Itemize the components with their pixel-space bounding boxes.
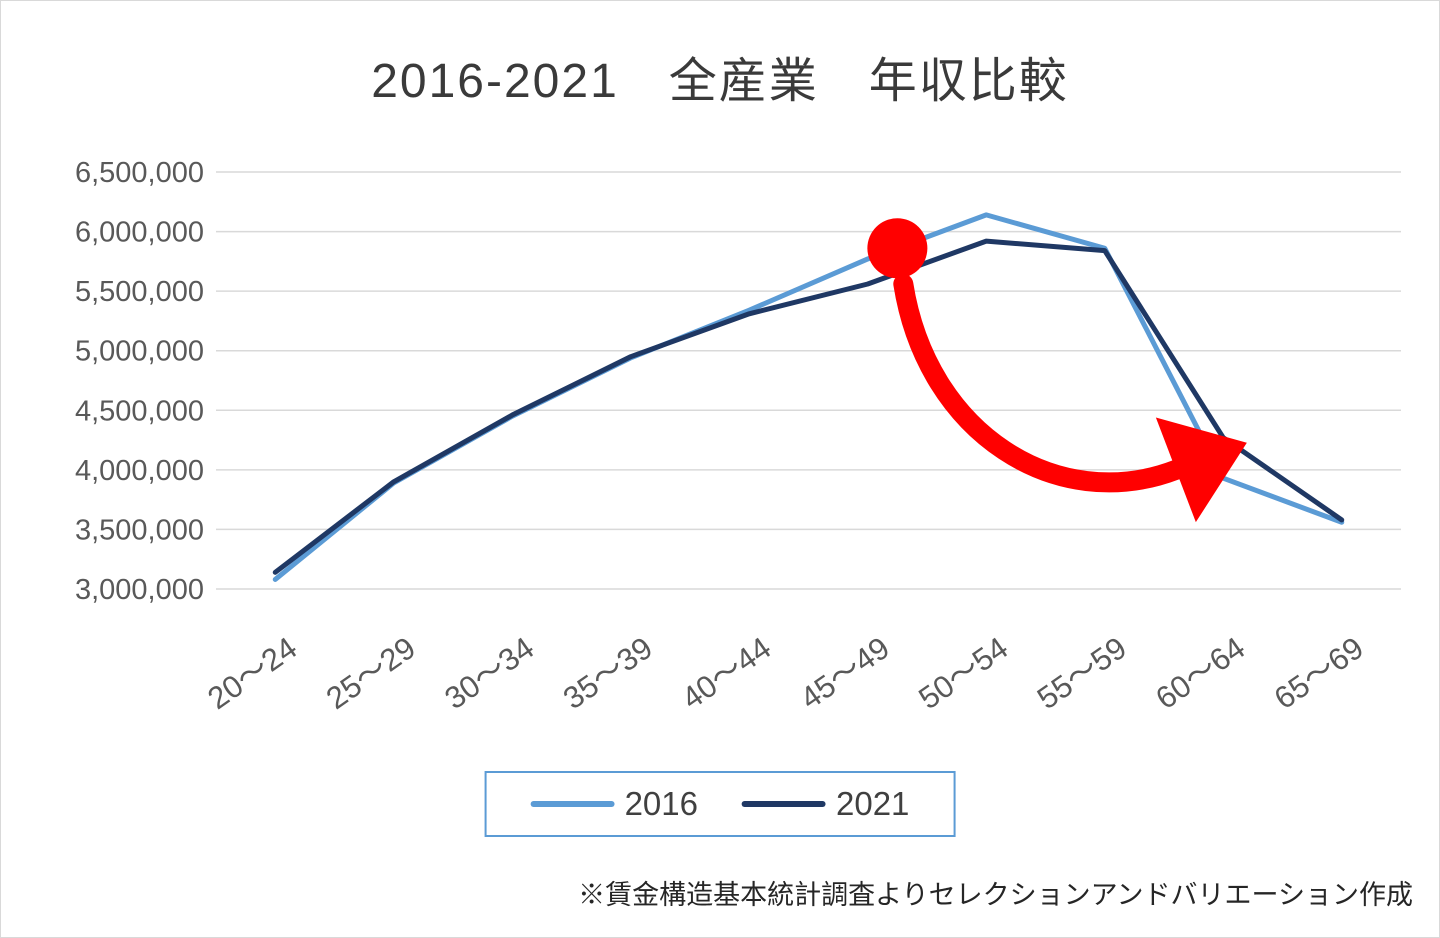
- series-line-2016: [272, 212, 1345, 582]
- legend-item-2021: 2021: [742, 785, 909, 823]
- x-axis-tick-label: 45～49: [794, 630, 896, 716]
- source-note: ※賃金構造基本統計調査よりセレクションアンドバリエーション作成: [578, 880, 1413, 910]
- x-axis-tick-label: 50～54: [912, 630, 1014, 716]
- x-axis-tick-label: 25～29: [320, 630, 422, 716]
- decline-arrow-annotation: [893, 273, 1186, 493]
- legend-label-2021: 2021: [836, 785, 910, 822]
- x-axis-tick-label: 40～44: [675, 630, 777, 716]
- chart-legend: 2016 2021: [484, 771, 956, 837]
- arrow-head-icon: [1155, 417, 1247, 523]
- y-axis-tick-label: 4,000,000: [75, 455, 204, 487]
- x-axis-tick-label: 30～34: [438, 630, 540, 716]
- legend-label-2016: 2016: [624, 785, 698, 822]
- line-chart: 6,500,000 6,000,000 5,500,000 5,000,000 4,50…: [75, 157, 1401, 716]
- x-axis-tick-label: 55～59: [1031, 630, 1133, 716]
- y-axis-tick-label: 4,500,000: [75, 395, 204, 427]
- legend-line-swatch-2016: [530, 801, 615, 807]
- chart-title: 2016-2021 全産業 年収比較: [371, 55, 1069, 108]
- legend-line-swatch-2021: [742, 801, 826, 807]
- legend-item-2016: 2016: [530, 785, 698, 823]
- y-axis-tick-label: 6,500,000: [75, 157, 204, 189]
- y-axis-tick-label: 3,000,000: [75, 574, 204, 606]
- highlight-circle-annotation: [867, 218, 928, 279]
- y-axis-tick-label: 6,000,000: [75, 217, 204, 249]
- x-axis-tick-label: 60～64: [1149, 630, 1251, 716]
- x-axis-tick-label: 20～24: [201, 630, 303, 716]
- x-axis-tick-label: 65～69: [1268, 630, 1370, 716]
- x-axis-tick-label: 35～39: [557, 630, 659, 716]
- series-line-2021: [272, 238, 1345, 575]
- y-axis-tick-label: 5,500,000: [75, 276, 204, 308]
- y-axis-tick-label: 5,000,000: [75, 336, 204, 368]
- y-axis-tick-label: 3,500,000: [75, 514, 204, 546]
